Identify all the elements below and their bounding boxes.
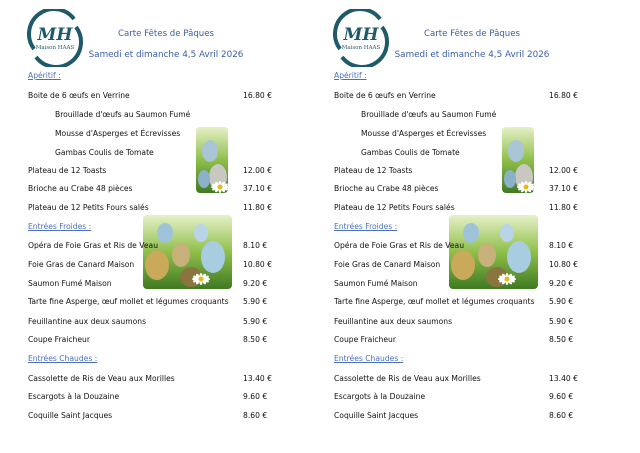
- menu-item-name: Escargots à la Douzaine: [28, 392, 120, 401]
- menu-item-price: 5.90 €: [549, 317, 574, 326]
- menu-item-name: Plateau de 12 Toasts: [28, 166, 107, 175]
- menu-item-name: Feuillantine aux deux saumons: [28, 317, 147, 326]
- menu-item-price: 16.80 €: [549, 91, 578, 100]
- menu-item-name: Boite de 6 œufs en Verrine: [334, 91, 436, 100]
- menu-item-price: 5.90 €: [549, 297, 574, 306]
- menu-item-name: Coupe Fraicheur: [334, 335, 396, 344]
- menu-item-price: 5.90 €: [243, 317, 268, 326]
- menu-item-name: Brioche au Crabe 48 pièces: [28, 184, 133, 193]
- menu-item-name: Escargots à la Douzaine: [334, 392, 426, 401]
- menu-item-name: Tarte fine Asperge, œuf mollet et légume…: [334, 297, 535, 306]
- easter-eggs-image-large: [449, 215, 538, 289]
- menu-item-price: 9.60 €: [243, 392, 268, 401]
- menu-item-price: 9.20 €: [549, 279, 574, 288]
- menu-item-name: Cassolette de Ris de Veau aux Morilles: [28, 374, 175, 383]
- section-heading: Apéritif :: [28, 71, 61, 80]
- menu-item-name: Brouillade d'œufs au Saumon Fumé: [361, 110, 497, 119]
- maison-haas-logo: MH Maison HAAS: [332, 7, 390, 69]
- svg-text:Maison HAAS: Maison HAAS: [36, 45, 75, 51]
- menu-item-price: 37.10 €: [549, 184, 578, 193]
- menu-item-price: 12.00 €: [549, 166, 578, 175]
- menu-item-name: Gambas Coulis de Tomate: [361, 148, 460, 157]
- menu-item-name: Saumon Fumé Maison: [334, 279, 418, 288]
- menu-page: MH Maison HAAS Carte Fêtes de Pâques Samed…: [306, 0, 612, 453]
- svg-text:MH: MH: [37, 25, 74, 45]
- menu-item-price: 8.10 €: [243, 241, 268, 250]
- menu-item-price: 10.80 €: [549, 260, 578, 269]
- easter-eggs-image-small: [502, 127, 534, 193]
- easter-eggs-image-large: [143, 215, 232, 289]
- menu-title: Carte Fêtes de Pâques: [423, 29, 521, 39]
- menu-item-price: 10.80 €: [243, 260, 272, 269]
- section-heading: Entrées Froides :: [28, 222, 92, 231]
- svg-text:Maison HAAS: Maison HAAS: [342, 45, 381, 51]
- menu-item-name: Saumon Fumé Maison: [28, 279, 112, 288]
- menu-item-name: Plateau de 12 Petits Fours salés: [334, 203, 455, 212]
- menu-item-name: Coupe Fraicheur: [28, 335, 90, 344]
- menu-item-price: 13.40 €: [549, 374, 578, 383]
- menu-item-name: Foie Gras de Canard Maison: [334, 260, 441, 269]
- menu-date: Samedi et dimanche 4,5 Avril 2026: [88, 50, 244, 60]
- menu-item-name: Opéra de Foie Gras et Ris de Veau: [28, 241, 159, 250]
- menu-item-name: Coquille Saint Jacques: [28, 411, 113, 420]
- menu-item-price: 8.60 €: [243, 411, 268, 420]
- maison-haas-logo: MH Maison HAAS: [26, 7, 84, 69]
- menu-item-price: 16.80 €: [243, 91, 272, 100]
- menu-item-price: 12.00 €: [243, 166, 272, 175]
- menu-item-name: Brioche au Crabe 48 pièces: [334, 184, 439, 193]
- section-heading: Entrées Chaudes :: [28, 354, 98, 363]
- menu-item-name: Foie Gras de Canard Maison: [28, 260, 135, 269]
- menu-item-price: 8.50 €: [243, 335, 268, 344]
- section-heading: Entrées Chaudes :: [334, 354, 404, 363]
- menu-item-name: Opéra de Foie Gras et Ris de Veau: [334, 241, 465, 250]
- menu-item-price: 8.10 €: [549, 241, 574, 250]
- menu-item-price: 37.10 €: [243, 184, 272, 193]
- menu-item-price: 11.80 €: [549, 203, 578, 212]
- section-heading: Apéritif :: [334, 71, 367, 80]
- easter-eggs-image-small: [196, 127, 228, 193]
- menu-item-name: Cassolette de Ris de Veau aux Morilles: [334, 374, 481, 383]
- menu-date: Samedi et dimanche 4,5 Avril 2026: [394, 50, 550, 60]
- menu-item-price: 8.50 €: [549, 335, 574, 344]
- menu-item-name: Plateau de 12 Petits Fours salés: [28, 203, 149, 212]
- menu-item-price: 9.20 €: [243, 279, 268, 288]
- menu-item-price: 9.60 €: [549, 392, 574, 401]
- menu-item-name: Coquille Saint Jacques: [334, 411, 419, 420]
- menu-item-name: Mousse d'Asperges et Écrevisses: [55, 129, 181, 138]
- menu-item-price: 5.90 €: [243, 297, 268, 306]
- menu-item-name: Boite de 6 œufs en Verrine: [28, 91, 130, 100]
- menu-item-price: 11.80 €: [243, 203, 272, 212]
- menu-item-price: 13.40 €: [243, 374, 272, 383]
- section-heading: Entrées Froides :: [334, 222, 398, 231]
- menu-item-price: 8.60 €: [549, 411, 574, 420]
- menu-item-name: Feuillantine aux deux saumons: [334, 317, 453, 326]
- menu-item-name: Brouillade d'œufs au Saumon Fumé: [55, 110, 191, 119]
- menu-item-name: Tarte fine Asperge, œuf mollet et légume…: [28, 297, 229, 306]
- menu-item-name: Mousse d'Asperges et Écrevisses: [361, 129, 487, 138]
- menu-title: Carte Fêtes de Pâques: [117, 29, 215, 39]
- svg-text:MH: MH: [343, 25, 380, 45]
- menu-item-name: Gambas Coulis de Tomate: [55, 148, 154, 157]
- menu-page: MH Maison HAAS Carte Fêtes de Pâques Samed…: [0, 0, 306, 453]
- menu-item-name: Plateau de 12 Toasts: [334, 166, 413, 175]
